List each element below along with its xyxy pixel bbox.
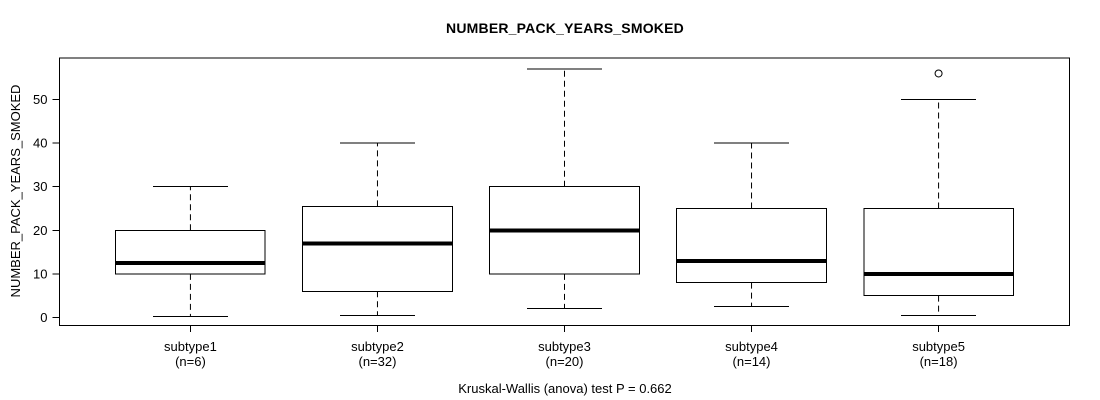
x-tick-label-subtype2: subtype2 (351, 339, 404, 354)
x-tick-sublabel-subtype1: (n=6) (175, 354, 206, 369)
y-tick-label: 20 (33, 223, 47, 238)
y-tick-label: 40 (33, 136, 47, 151)
box-subtype2 (302, 205, 453, 292)
stat-test-caption: Kruskal-Wallis (anova) test P = 0.662 (458, 381, 672, 396)
chart-title: NUMBER_PACK_YEARS_SMOKED (446, 20, 684, 36)
box-subtype4 (676, 208, 827, 284)
x-tick-label-subtype4: subtype4 (725, 339, 778, 354)
x-tick-label-subtype5: subtype5 (912, 339, 965, 354)
outlier-subtype5 (934, 69, 943, 78)
x-tick-sublabel-subtype2: (n=32) (358, 354, 396, 369)
y-tick-label: 0 (40, 310, 47, 325)
y-tick-label: 50 (33, 92, 47, 107)
x-tick-label-subtype1: subtype1 (164, 339, 217, 354)
y-tick-label: 30 (33, 179, 47, 194)
x-tick-sublabel-subtype5: (n=18) (920, 354, 958, 369)
x-tick-sublabel-subtype3: (n=20) (546, 354, 584, 369)
x-tick-label-subtype3: subtype3 (538, 339, 591, 354)
y-tick-label: 10 (33, 266, 47, 281)
box-subtype1 (115, 229, 266, 275)
box-subtype5 (863, 208, 1014, 297)
x-tick-sublabel-subtype4: (n=14) (733, 354, 771, 369)
